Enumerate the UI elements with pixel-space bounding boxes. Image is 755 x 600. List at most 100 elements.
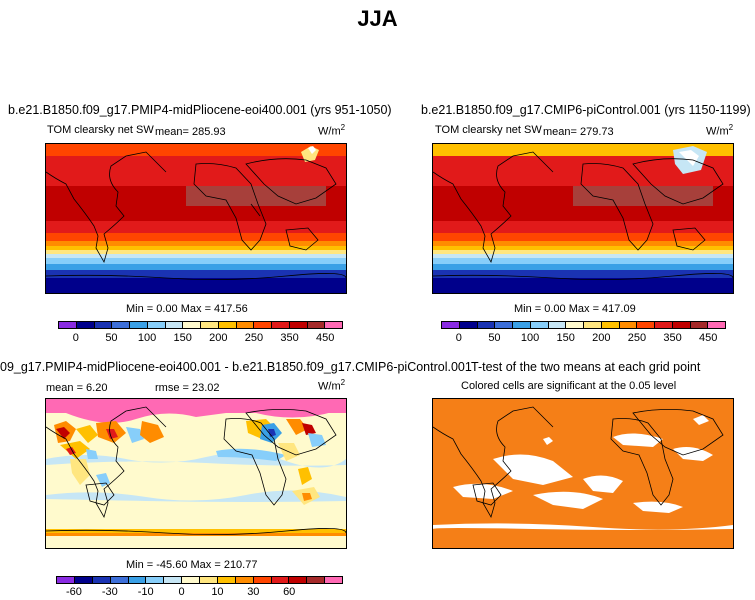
panel3-colorbar: [56, 576, 343, 584]
p1-tick-label-0: 0: [72, 332, 79, 344]
p2-colorbar-swatch-7: [566, 322, 584, 328]
panel3-map: [45, 398, 347, 549]
p3-colorbar-swatch-4: [128, 577, 147, 583]
p1-colorbar-swatch-10: [236, 322, 255, 328]
p1-tick-label-5: 250: [244, 332, 264, 344]
p3-tick-label-3: 0: [178, 586, 185, 598]
panel4-subtitle: Colored cells are significant at the 0.0…: [461, 380, 677, 392]
p1-colorbar-swatch-9: [218, 322, 237, 328]
p2-colorbar-swatch-3: [495, 322, 513, 328]
p1-colorbar-swatch-13: [289, 322, 308, 328]
p3-tick-label-6: 60: [283, 586, 296, 598]
p1-colorbar-swatch-14: [307, 322, 326, 328]
p1-tick-label-4: 200: [209, 332, 228, 344]
p3-colorbar-swatch-11: [253, 577, 272, 583]
panel3-title: 09_g17.PMIP4-midPliocene-eoi400.001 - b.…: [0, 360, 472, 374]
panel1-colorbar: [58, 321, 343, 329]
p2-colorbar-swatch-8: [584, 322, 602, 328]
p2-tick-label-4: 200: [592, 332, 611, 344]
p3-tick-label-1: -30: [101, 586, 118, 598]
p3-tick-label-2: -10: [137, 586, 154, 598]
p2-colorbar-swatch-13: [672, 322, 691, 328]
p1-colorbar-swatch-0: [59, 322, 77, 328]
p3-colorbar-swatch-9: [217, 577, 236, 583]
p3-colorbar-swatch-3: [110, 577, 129, 583]
p1-tick-label-6: 350: [280, 332, 299, 344]
p3-tick-label-4: 10: [211, 586, 224, 598]
p1-tick-label-3: 150: [173, 332, 192, 344]
p3-colorbar-swatch-6: [164, 577, 183, 583]
p1-colorbar-swatch-7: [183, 322, 201, 328]
panel3-map-field: [46, 399, 346, 548]
panel1-minmax: Min = 0.00 Max = 417.56: [126, 303, 248, 315]
p2-colorbar-swatch-5: [530, 322, 549, 328]
p2-tick-label-0: 0: [455, 332, 462, 344]
p1-colorbar-swatch-5: [147, 322, 166, 328]
panel1-mean: mean= 285.93: [155, 126, 226, 138]
p2-colorbar-swatch-15: [708, 322, 725, 328]
p1-tick-label-1: 50: [105, 332, 118, 344]
p1-colorbar-swatch-2: [94, 322, 113, 328]
p2-colorbar-swatch-0: [442, 322, 460, 328]
p3-tick-label-5: 30: [247, 586, 260, 598]
p2-colorbar-swatch-14: [690, 322, 709, 328]
p1-tick-label-2: 100: [137, 332, 157, 344]
p2-tick-label-6: 350: [663, 332, 682, 344]
p3-colorbar-swatch-1: [74, 577, 93, 583]
panel1-map-field: [46, 144, 346, 293]
p1-tick-label-7: 450: [316, 332, 335, 344]
p2-colorbar-swatch-4: [513, 322, 531, 328]
panel3-mean: mean = 6.20: [46, 382, 108, 394]
p3-colorbar-swatch-12: [271, 577, 290, 583]
p3-colorbar-swatch-0: [57, 577, 75, 583]
panel1-map: [45, 143, 347, 294]
panel2-colorbar: [441, 321, 726, 329]
panel2-variable: TOM clearsky net SW: [435, 124, 542, 136]
p2-colorbar-swatch-9: [601, 322, 620, 328]
p2-colorbar-swatch-12: [655, 322, 673, 328]
p2-tick-label-1: 50: [488, 332, 501, 344]
p2-colorbar-swatch-1: [459, 322, 478, 328]
panel3-rmse: rmse = 23.02: [155, 382, 220, 394]
p3-colorbar-swatch-8: [200, 577, 218, 583]
panel1-title: b.e21.B1850.f09_g17.PMIP4-midPliocene-eo…: [8, 103, 392, 117]
p1-colorbar-swatch-12: [272, 322, 290, 328]
p1-colorbar-swatch-3: [112, 322, 130, 328]
p3-colorbar-swatch-14: [307, 577, 326, 583]
panel2-units: W/m2: [706, 123, 734, 138]
p3-colorbar-swatch-2: [92, 577, 111, 583]
panel2-title: b.e21.B1850.f09_g17.CMIP6-piControl.001 …: [421, 103, 751, 117]
p3-colorbar-swatch-7: [182, 577, 200, 583]
p1-colorbar-swatch-1: [76, 322, 95, 328]
panel3-units: W/m2: [318, 378, 346, 393]
p2-tick-label-7: 450: [699, 332, 718, 344]
panel2-map-field: [433, 144, 733, 293]
p2-tick-label-5: 250: [627, 332, 647, 344]
panel1-units: W/m2: [318, 123, 346, 138]
p2-tick-label-3: 150: [556, 332, 575, 344]
panel2-map: [432, 143, 734, 294]
p1-colorbar-swatch-6: [165, 322, 184, 328]
p3-colorbar-swatch-15: [325, 577, 342, 583]
panel2-mean: mean= 279.73: [543, 126, 614, 138]
panel2-minmax: Min = 0.00 Max = 417.09: [514, 303, 636, 315]
p3-colorbar-swatch-5: [146, 577, 165, 583]
p3-colorbar-swatch-13: [289, 577, 308, 583]
panel4-title: T-test of the two means at each grid poi…: [471, 360, 701, 374]
p2-tick-label-2: 100: [520, 332, 540, 344]
figure-title: JJA: [357, 6, 398, 31]
panel3-minmax: Min = -45.60 Max = 210.77: [126, 559, 258, 571]
p1-colorbar-swatch-4: [130, 322, 148, 328]
p2-colorbar-swatch-6: [548, 322, 567, 328]
panel1-variable: TOM clearsky net SW: [47, 124, 154, 136]
p2-colorbar-swatch-2: [477, 322, 496, 328]
p1-colorbar-swatch-11: [254, 322, 272, 328]
p1-colorbar-swatch-15: [325, 322, 342, 328]
p2-colorbar-swatch-11: [637, 322, 655, 328]
p1-colorbar-swatch-8: [201, 322, 219, 328]
p3-colorbar-swatch-10: [235, 577, 254, 583]
panel4-map-field: [433, 399, 733, 548]
p2-colorbar-swatch-10: [619, 322, 638, 328]
panel4-map: [432, 398, 734, 549]
p3-tick-label-0: -60: [65, 586, 82, 598]
